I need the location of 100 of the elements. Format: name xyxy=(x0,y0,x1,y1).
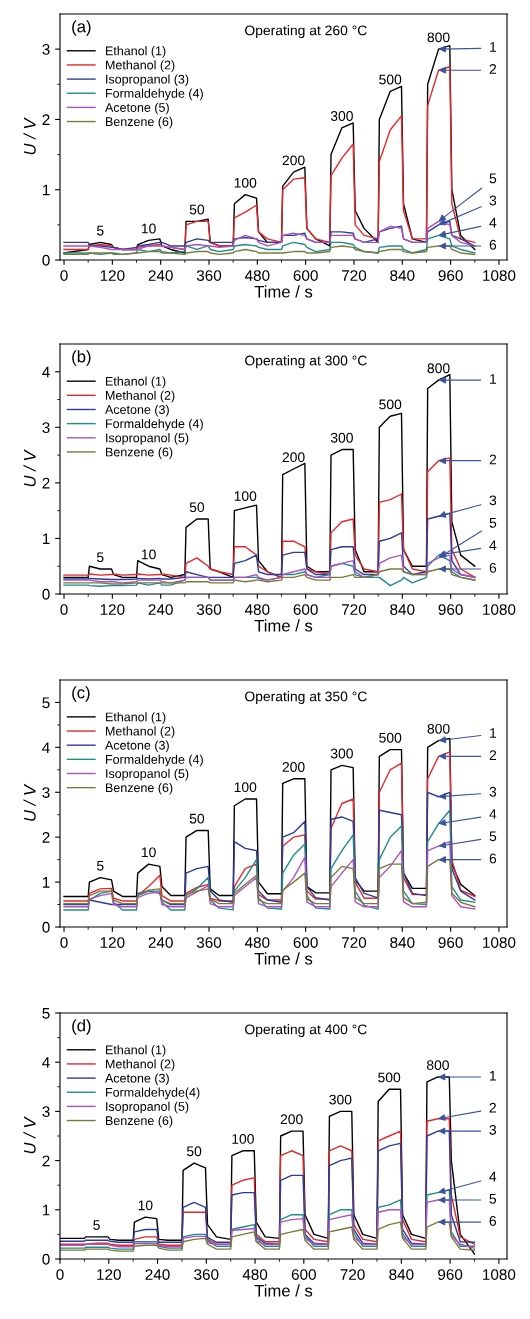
annotation: 2 xyxy=(489,750,497,760)
annotation: 800 xyxy=(427,363,450,374)
y-tick-label: 4 xyxy=(42,1057,50,1068)
annotation: 1 xyxy=(489,1071,496,1081)
legend-label: Acetone (3) xyxy=(105,404,169,417)
annotation: 5 xyxy=(489,1194,497,1204)
y-tick-label: 1 xyxy=(42,533,50,544)
legend-label: Isopropanol (3) xyxy=(106,74,189,87)
annotation: (d) xyxy=(72,1019,91,1035)
annotation: 3 xyxy=(489,495,497,506)
legend-label: Methanol (2) xyxy=(106,390,175,403)
x-tick-label: 720 xyxy=(342,270,367,281)
text: Operating at 300 °C xyxy=(245,355,367,369)
x-tick-label: 0 xyxy=(60,270,68,281)
x-tick-label: 240 xyxy=(148,604,173,615)
annotation: 4 xyxy=(489,540,497,551)
annotation: 3 xyxy=(489,1124,497,1135)
annotation: 200 xyxy=(282,762,305,772)
y-tick-label: 1 xyxy=(42,184,50,196)
x-tick-label: 0 xyxy=(56,1269,64,1280)
x-tick-label: 120 xyxy=(100,604,125,615)
annotation: 800 xyxy=(426,1060,449,1071)
legend-label: Benzene (6) xyxy=(106,782,173,795)
x-tick-label: 720 xyxy=(342,604,367,615)
y-tick-label: 0 xyxy=(42,588,50,600)
annotation: 10 xyxy=(141,549,156,560)
annotation: 300 xyxy=(330,432,353,443)
x-tick-label: 120 xyxy=(100,270,125,281)
x-axis-title: Time / s xyxy=(254,952,313,965)
y-tick-label: 2 xyxy=(42,832,50,843)
annotation: 50 xyxy=(189,502,205,513)
annotation: 50 xyxy=(189,813,205,824)
x-tick-label: 960 xyxy=(438,270,463,281)
y-tick-label: 0 xyxy=(42,1253,50,1265)
annotation: (c) xyxy=(72,686,90,702)
annotation: 1 xyxy=(490,374,497,384)
annotation: 100 xyxy=(234,782,257,793)
x-tick-label: 720 xyxy=(340,1269,365,1280)
legend-label: Ethanol (1) xyxy=(106,712,166,724)
text: Operating at 350 °C xyxy=(245,691,367,705)
x-tick-label: 240 xyxy=(148,270,173,281)
annotation: 2 xyxy=(489,64,497,74)
y-tick-label: 5 xyxy=(42,697,50,709)
y-axis-title: U / V xyxy=(23,1116,36,1154)
x-tick-label: 600 xyxy=(293,937,318,948)
y-axis-title: U / V xyxy=(23,449,36,487)
x-tick-label: 960 xyxy=(438,937,463,948)
legend-label: Isopropanol (5) xyxy=(106,1101,189,1114)
legend-label: Methanol (2) xyxy=(106,1059,175,1071)
annotation: (a) xyxy=(72,20,91,36)
y-tick-label: 0 xyxy=(42,254,50,266)
x-tick-label: 840 xyxy=(389,1269,414,1280)
x-tick-label: 720 xyxy=(342,937,367,948)
x-tick-label: 480 xyxy=(242,1269,268,1280)
annotation: 4 xyxy=(489,1171,497,1182)
annotation: 10 xyxy=(138,1200,153,1211)
x-tick-label: 840 xyxy=(390,604,415,615)
y-tick-label: 4 xyxy=(42,366,50,378)
line-series xyxy=(63,858,476,908)
legend-label: Methanol (2) xyxy=(106,60,175,72)
x-tick-label: 120 xyxy=(97,1269,121,1280)
annotation: 300 xyxy=(330,111,353,121)
x-tick-label: 480 xyxy=(244,937,270,948)
legend-label: Acetone (5) xyxy=(105,102,169,115)
annotation: 5 xyxy=(489,831,497,842)
legend-label: Acetone (3) xyxy=(105,740,169,753)
annotation: 6 xyxy=(489,853,497,864)
legend-label: Formaldehyde (4) xyxy=(106,418,203,431)
y-tick-label: 4 xyxy=(42,742,50,753)
legend-label: Ethanol (1) xyxy=(106,1045,166,1057)
x-tick-label: 480 xyxy=(244,604,270,615)
annotation: 800 xyxy=(427,32,450,43)
legend-label: Formaldehyde(4) xyxy=(106,1087,200,1100)
y-axis-title: U / V xyxy=(23,783,36,821)
y-tick-label: 3 xyxy=(42,1106,50,1118)
x-axis-title: Time / s xyxy=(254,1284,313,1297)
x-tick-label: 360 xyxy=(196,937,222,948)
annotation: 200 xyxy=(282,452,305,463)
x-tick-label: 960 xyxy=(438,604,463,615)
x-tick-label: 240 xyxy=(148,937,173,948)
legend-label: Ethanol (1) xyxy=(106,46,166,58)
annotation: 300 xyxy=(330,748,353,759)
x-tick-label: 1080 xyxy=(483,1269,516,1280)
y-tick-label: 3 xyxy=(42,44,50,55)
x-tick-label: 120 xyxy=(100,937,125,948)
annotation: 100 xyxy=(232,1134,254,1144)
annotation: (b) xyxy=(72,350,91,366)
annotation: 500 xyxy=(379,732,402,743)
annotation: 4 xyxy=(489,217,497,228)
annotation: 200 xyxy=(282,155,305,166)
y-tick-label: 2 xyxy=(42,1155,50,1167)
legend-label: Isopropanol (5) xyxy=(106,433,189,445)
x-tick-label: 600 xyxy=(291,1269,316,1280)
annotation: 6 xyxy=(489,1215,497,1226)
y-tick-label: 2 xyxy=(42,477,50,489)
y-tick-label: 0 xyxy=(42,921,50,933)
line-series xyxy=(63,220,476,251)
x-axis-title: Time / s xyxy=(254,285,313,298)
x-tick-label: 0 xyxy=(60,937,68,948)
x-tick-label: 960 xyxy=(438,1269,463,1280)
